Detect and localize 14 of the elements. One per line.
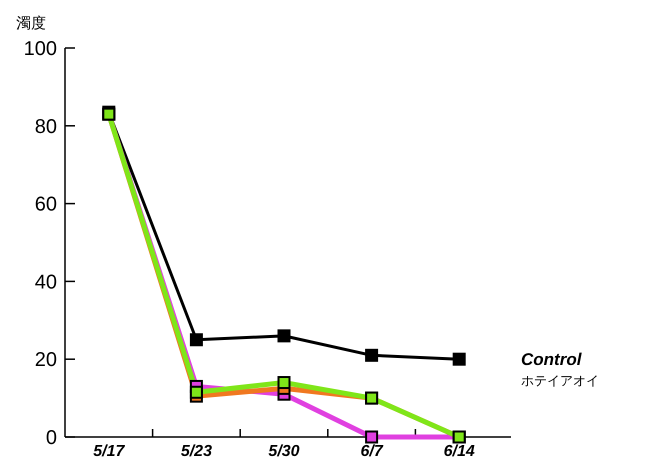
- y-tick-label: 40: [34, 271, 57, 294]
- x-tick-label: 6/14: [444, 443, 475, 460]
- y-tick-label: 60: [34, 194, 57, 216]
- x-tick-label: 5/17: [93, 443, 126, 460]
- text: ホテイアオイ: [521, 373, 599, 388]
- y-tick-label: 0: [46, 427, 57, 449]
- y-tick-label: 80: [34, 116, 57, 138]
- y-axis-title: 濁度: [16, 15, 46, 32]
- text: Control: [521, 350, 583, 370]
- y-tick-label: 100: [24, 38, 57, 60]
- x-tick-label: 5/23: [180, 443, 212, 460]
- y-tick-label: 20: [34, 349, 57, 372]
- x-tick-label: 5/30: [268, 443, 300, 460]
- x-tick-label: 6/7: [360, 443, 384, 460]
